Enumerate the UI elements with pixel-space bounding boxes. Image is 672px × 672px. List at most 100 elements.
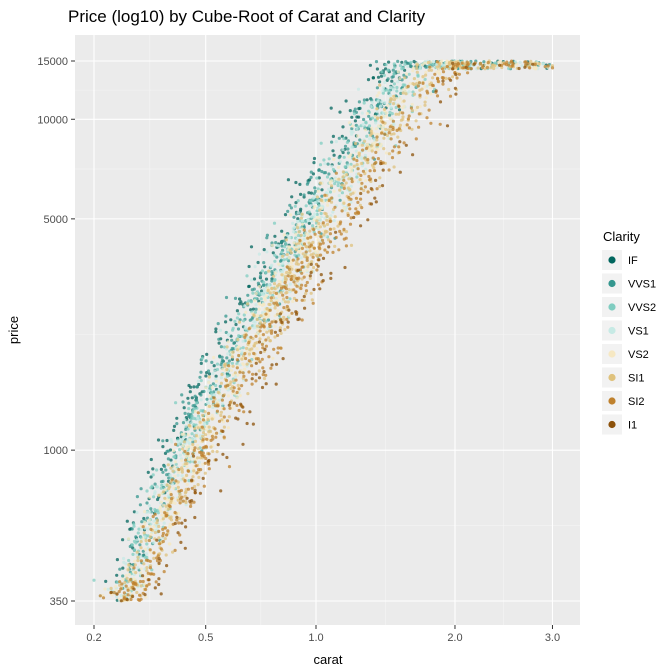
point-si1 [394, 112, 398, 116]
point-si1 [410, 127, 414, 131]
point-vs2 [398, 77, 402, 81]
point-vs1 [253, 265, 257, 269]
point-vvs1 [396, 59, 400, 64]
point-vs1 [406, 64, 410, 68]
point-si2 [147, 538, 151, 543]
point-si1 [236, 338, 240, 342]
point-si2 [331, 250, 335, 254]
point-vs2 [186, 433, 190, 437]
point-si2 [175, 518, 179, 522]
point-si1 [196, 456, 200, 460]
point-si2 [311, 301, 315, 305]
point-si2 [258, 329, 262, 333]
point-if [205, 352, 209, 356]
point-si2 [183, 449, 187, 453]
point-vvs2 [187, 407, 191, 411]
point-si1 [376, 117, 380, 121]
point-si2 [274, 291, 278, 295]
point-vs2 [143, 547, 148, 552]
point-si2 [210, 434, 214, 438]
point-vvs1 [166, 457, 170, 461]
point-vs1 [190, 421, 194, 425]
point-vs2 [164, 507, 168, 511]
point-si2 [360, 206, 364, 210]
point-if [151, 467, 155, 471]
point-vvs2 [134, 541, 138, 545]
point-si1 [203, 471, 207, 475]
point-si1 [402, 99, 406, 103]
point-si1 [283, 275, 287, 279]
point-vs2 [238, 394, 242, 398]
point-si2 [267, 355, 271, 359]
point-si2 [247, 341, 251, 345]
point-if [341, 125, 345, 129]
point-vvs2 [215, 367, 219, 372]
point-vvs1 [256, 281, 260, 285]
point-vvs2 [145, 489, 149, 493]
point-si1 [164, 504, 168, 508]
point-si2 [323, 193, 327, 197]
point-si2 [149, 572, 153, 576]
point-si2 [328, 232, 332, 236]
point-si2 [227, 465, 232, 469]
point-vs2 [373, 114, 377, 118]
point-si2 [274, 301, 278, 305]
point-si2 [203, 445, 207, 449]
point-vvs1 [153, 482, 157, 486]
point-si1 [411, 82, 415, 86]
point-si2 [307, 245, 311, 249]
point-si2 [528, 66, 532, 70]
point-si1 [168, 516, 172, 520]
point-vs1 [243, 304, 247, 308]
point-vs1 [193, 437, 197, 441]
point-si2 [269, 331, 274, 335]
point-si1 [247, 352, 251, 356]
point-vs1 [186, 420, 190, 424]
point-si2 [183, 479, 187, 483]
point-vs2 [113, 585, 118, 589]
point-si1 [424, 73, 428, 77]
point-si2 [546, 64, 550, 68]
point-i1 [173, 521, 177, 526]
point-si2 [237, 387, 241, 391]
point-vvs2 [315, 212, 319, 217]
point-vvs2 [284, 242, 288, 246]
point-vvs2 [388, 110, 392, 114]
point-si1 [483, 67, 487, 71]
point-if [412, 59, 416, 64]
point-vs2 [126, 537, 131, 541]
point-si2 [202, 484, 206, 488]
point-si1 [231, 350, 235, 354]
point-vs2 [294, 232, 298, 236]
point-if [235, 309, 239, 313]
point-si2 [374, 150, 378, 154]
point-si1 [177, 516, 182, 521]
point-si1 [193, 426, 197, 431]
point-vs2 [262, 296, 267, 300]
point-vs1 [332, 219, 336, 223]
point-vs1 [211, 372, 215, 376]
point-si2 [268, 308, 272, 312]
point-vs1 [330, 164, 334, 168]
point-if [234, 322, 238, 327]
point-vvs1 [195, 398, 199, 402]
point-vs2 [204, 386, 208, 390]
point-vs2 [163, 488, 167, 492]
point-si2 [152, 551, 156, 555]
point-si1 [360, 143, 364, 147]
point-vs2 [193, 409, 197, 414]
point-vs2 [226, 340, 230, 344]
point-si2 [318, 247, 322, 251]
point-si1 [192, 469, 196, 473]
legend-marker [608, 373, 616, 382]
point-si2 [455, 76, 459, 80]
point-i1 [274, 362, 279, 366]
point-si2 [466, 71, 470, 75]
point-si1 [537, 62, 541, 66]
point-si2 [154, 580, 158, 584]
point-si1 [126, 568, 130, 572]
point-si2 [165, 533, 169, 537]
point-si2 [204, 456, 208, 461]
point-si2 [145, 584, 149, 588]
x-tick-label: 3.0 [545, 632, 560, 644]
